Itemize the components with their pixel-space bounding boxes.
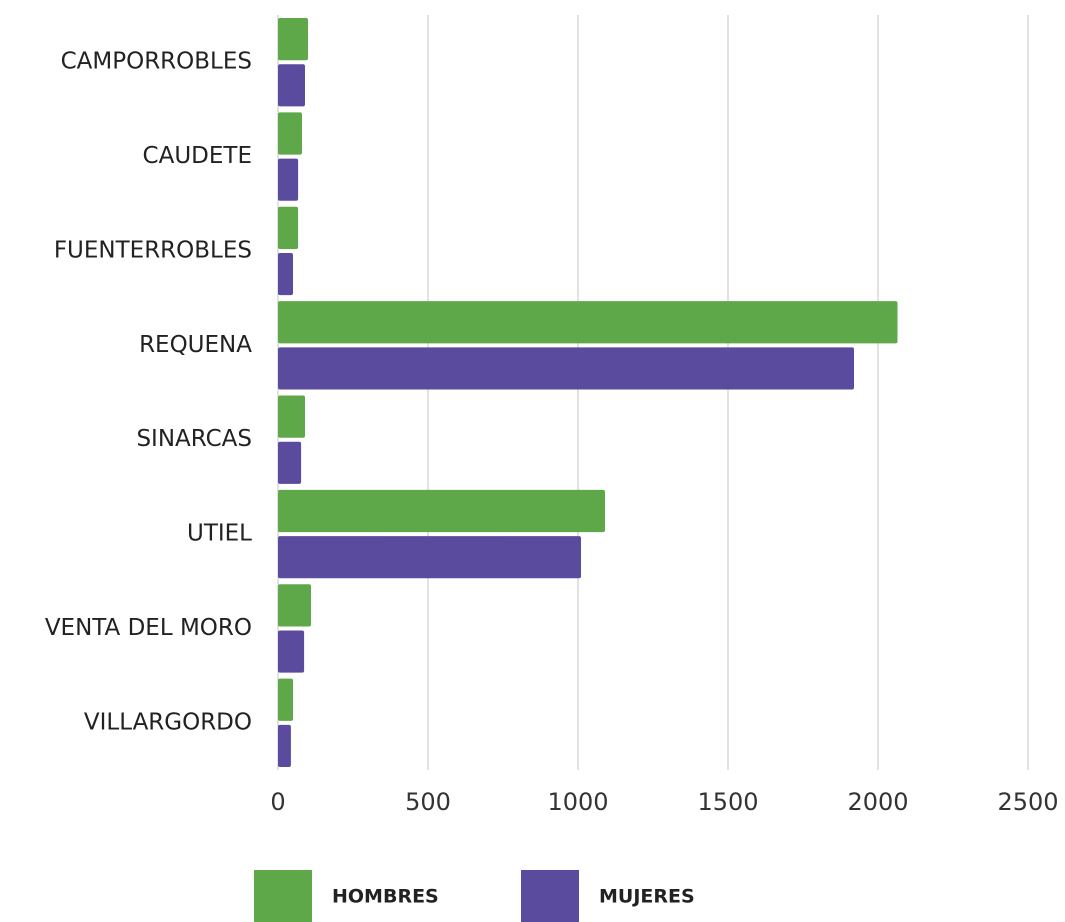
bar	[278, 301, 898, 344]
bar	[278, 536, 581, 579]
y-tick-label: REQUENA	[139, 332, 252, 358]
legend-swatch	[521, 870, 579, 922]
legend-swatch	[254, 870, 312, 922]
bar	[278, 724, 291, 767]
y-tick-label: CAUDETE	[143, 143, 252, 169]
y-tick-label: UTIEL	[187, 521, 252, 547]
y-tick-label: VILLARGORDO	[84, 709, 252, 735]
bar	[278, 18, 308, 61]
bar	[278, 395, 305, 438]
x-tick-label: 2500	[997, 788, 1058, 816]
bar	[278, 252, 293, 296]
y-tick-label: SINARCAS	[136, 426, 252, 452]
y-tick-label: FUENTERROBLES	[54, 237, 252, 263]
x-tick-label: 500	[405, 788, 451, 816]
bar	[278, 64, 305, 107]
y-tick-label: CAMPORROBLES	[61, 49, 252, 75]
legend-label: HOMBRES	[332, 886, 439, 908]
x-tick-label: 0	[270, 788, 285, 816]
x-tick-label: 1000	[547, 788, 608, 816]
bar	[278, 489, 605, 533]
y-tick-label: VENTA DEL MORO	[45, 615, 252, 641]
bar	[278, 206, 299, 249]
x-tick-label: 2000	[847, 788, 908, 816]
bar	[278, 158, 299, 201]
x-tick-label: 1500	[697, 788, 758, 816]
bar	[278, 441, 302, 484]
bar	[278, 584, 311, 627]
bar	[278, 347, 854, 390]
bar	[278, 112, 302, 155]
legend-label: MUJERES	[599, 886, 695, 908]
bar	[278, 678, 293, 721]
bar	[278, 630, 305, 673]
